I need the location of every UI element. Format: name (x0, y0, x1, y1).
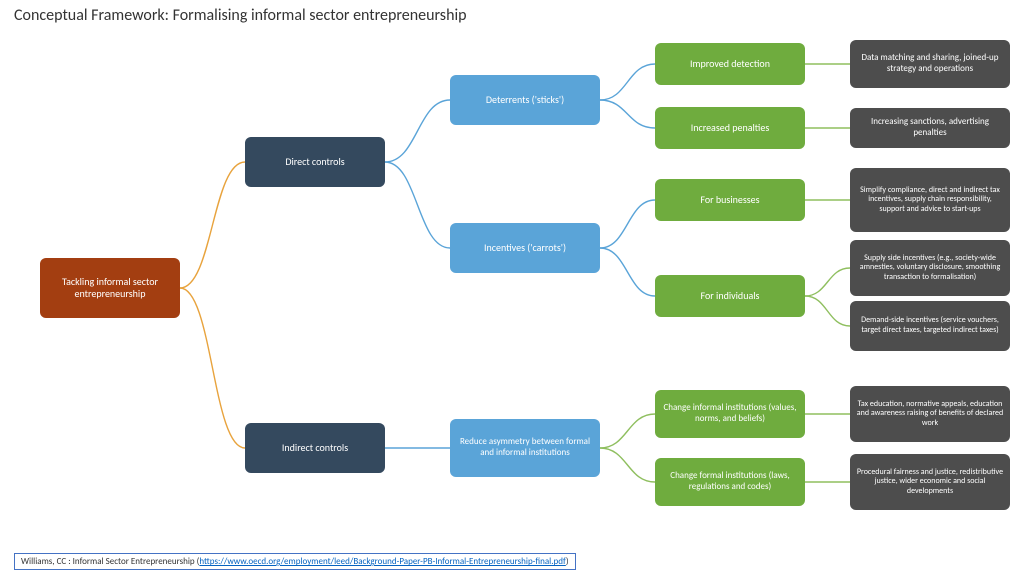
citation-link[interactable]: https://www.oecd.org/employment/leed/Bac… (199, 556, 565, 567)
node-chg_formal: Change formal institutions (laws, regula… (655, 458, 805, 506)
node-l5_6: Tax education, normative appeals, educat… (850, 386, 1010, 442)
node-indiv: For individuals (655, 275, 805, 317)
node-deterrents: Deterrents ('sticks') (450, 75, 600, 125)
node-reduce: Reduce asymmetry between formal and info… (450, 419, 600, 477)
edge-reduce-chg_formal (600, 448, 655, 482)
citation-prefix: Williams, CC : Informal Sector Entrepren… (21, 556, 199, 567)
edge-direct-incentives (385, 162, 450, 248)
edge-indiv-l5_5 (805, 296, 850, 326)
edge-incentives-indiv (600, 248, 655, 296)
citation: Williams, CC : Informal Sector Entrepren… (14, 553, 576, 570)
node-penalties: Increased penalties (655, 107, 805, 149)
node-l5_2: Increasing sanctions, advertising penalt… (850, 108, 1010, 148)
edge-deterrents-penalties (600, 100, 655, 128)
node-indirect: Indirect controls (245, 423, 385, 473)
edge-root-direct (180, 162, 245, 288)
node-l5_1: Data matching and sharing, joined-up str… (850, 40, 1010, 88)
edge-incentives-biz (600, 200, 655, 248)
edge-root-indirect (180, 288, 245, 448)
node-improved: Improved detection (655, 43, 805, 85)
node-l5_3: Simplify compliance, direct and indirect… (850, 168, 1010, 232)
node-chg_informal: Change informal institutions (values, no… (655, 390, 805, 438)
node-l5_7: Procedural fairness and justice, redistr… (850, 454, 1010, 510)
node-l5_5: Demand-side incentives (service vouchers… (850, 301, 1010, 351)
edge-direct-deterrents (385, 100, 450, 162)
node-l5_4: Supply side incentives (e.g., society-wi… (850, 240, 1010, 296)
edge-indiv-l5_4 (805, 268, 850, 296)
node-root: Tackling informal sector entrepreneurshi… (40, 258, 180, 318)
edge-deterrents-improved (600, 64, 655, 100)
node-biz: For businesses (655, 179, 805, 221)
citation-suffix: ) (566, 556, 569, 567)
page-title: Conceptual Framework: Formalising inform… (14, 6, 467, 25)
edge-reduce-chg_informal (600, 414, 655, 448)
node-direct: Direct controls (245, 137, 385, 187)
node-incentives: Incentives ('carrots') (450, 223, 600, 273)
